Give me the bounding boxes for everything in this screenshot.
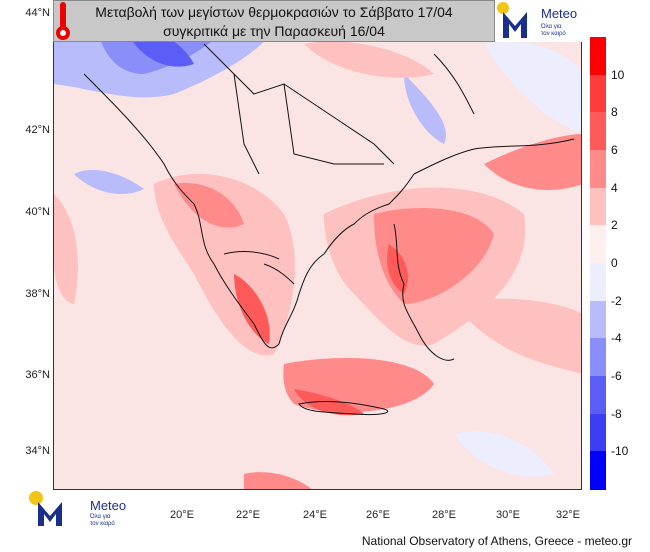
colorbar-label: 4 <box>611 180 618 195</box>
lat-label-42: 42°N <box>25 124 50 136</box>
thermometer-icon <box>56 2 70 40</box>
lat-label-38: 38°N <box>25 288 50 300</box>
title-line-1: Μεταβολή των μεγίστων θερμοκρασιών το Σά… <box>95 4 453 20</box>
meteo-logo-top: Meteo Όλα για τον καιρό <box>495 0 582 42</box>
colorbar-bin <box>590 413 606 453</box>
lat-label-40: 40°N <box>25 206 50 218</box>
colorbar-bin <box>590 112 606 151</box>
lat-label-44: 44°N <box>25 7 50 19</box>
colorbar-bin <box>590 187 606 227</box>
colorbar-bin <box>590 74 606 114</box>
colorbar-label: 6 <box>611 143 618 157</box>
map-title: Μεταβολή των μεγίστων θερμοκρασιών το Σά… <box>53 0 495 42</box>
lon-label-32: 32°E <box>556 509 580 521</box>
colorbar-bin <box>590 225 606 264</box>
colorbar-bin <box>590 451 606 490</box>
logo-name: Meteo <box>90 498 127 513</box>
colorbar-label: -10 <box>611 444 629 459</box>
meteo-m-icon <box>497 2 527 38</box>
colorbar-label: 0 <box>611 256 618 270</box>
logo-tagline-2: τον καιρό <box>90 521 115 527</box>
warming-areas <box>54 41 581 489</box>
logo-tagline-1: Όλα για <box>541 24 562 30</box>
map-field <box>54 14 581 489</box>
colorbar-bin <box>590 263 606 302</box>
colorbar-label: -6 <box>611 369 622 383</box>
meteo-logo-bottom: Meteo Όλα για τον καιρό <box>28 490 138 530</box>
logo-name: Meteo <box>541 6 578 21</box>
lon-label-30: 30°E <box>496 509 520 521</box>
colorbar-label: -8 <box>611 406 622 421</box>
title-line-2: συγκριτικά με την Παρασκευή 16/04 <box>163 23 385 39</box>
colorbar-label: -4 <box>611 331 622 346</box>
footer-credit: National Observatory of Athens, Greece -… <box>361 534 632 548</box>
logo-tagline-2: τον καιρό <box>541 31 566 37</box>
lon-label-20: 20°E <box>170 509 194 521</box>
colorbar-bin <box>590 300 606 340</box>
lon-label-26: 26°E <box>366 509 390 521</box>
colorbar-label: 10 <box>611 67 625 82</box>
meteo-m-icon <box>29 491 62 526</box>
lon-label-22: 22°E <box>236 509 260 521</box>
lat-label-36: 36°N <box>25 369 50 381</box>
colorbar-label: 8 <box>611 105 618 120</box>
lon-label-24: 24°E <box>303 509 327 521</box>
colorbar-bin <box>590 338 606 377</box>
colorbar-bin <box>590 150 606 189</box>
lat-label-34: 34°N <box>25 445 50 457</box>
temperature-change-map <box>53 13 582 490</box>
lon-label-28: 28°E <box>432 509 456 521</box>
colorbar: 10 8 6 4 2 0 -2 -4 -6 -8 -10 <box>590 37 650 490</box>
colorbar-label: -2 <box>611 293 622 308</box>
colorbar-label: 2 <box>611 218 618 233</box>
logo-tagline-1: Όλα για <box>90 514 111 520</box>
colorbar-bin <box>590 37 606 76</box>
colorbar-bin <box>590 376 606 415</box>
coastlines <box>83 43 575 415</box>
